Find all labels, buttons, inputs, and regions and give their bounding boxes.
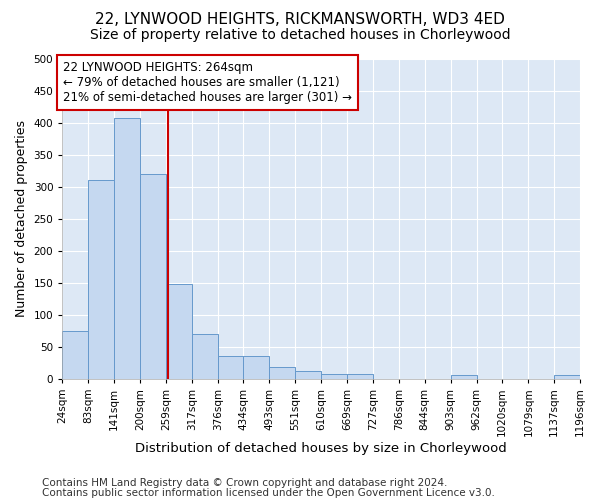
Bar: [347, 374, 373, 378]
Text: 22, LYNWOOD HEIGHTS, RICKMANSWORTH, WD3 4ED: 22, LYNWOOD HEIGHTS, RICKMANSWORTH, WD3 …: [95, 12, 505, 28]
Text: Size of property relative to detached houses in Chorleywood: Size of property relative to detached ho…: [89, 28, 511, 42]
Text: Contains public sector information licensed under the Open Government Licence v3: Contains public sector information licen…: [42, 488, 495, 498]
Bar: [218, 356, 244, 378]
Text: Contains HM Land Registry data © Crown copyright and database right 2024.: Contains HM Land Registry data © Crown c…: [42, 478, 448, 488]
Bar: [269, 367, 295, 378]
Text: 22 LYNWOOD HEIGHTS: 264sqm
← 79% of detached houses are smaller (1,121)
21% of s: 22 LYNWOOD HEIGHTS: 264sqm ← 79% of deta…: [63, 61, 352, 104]
Bar: [321, 374, 347, 378]
X-axis label: Distribution of detached houses by size in Chorleywood: Distribution of detached houses by size …: [135, 442, 507, 455]
Bar: [192, 334, 218, 378]
Bar: [114, 118, 140, 378]
Bar: [295, 371, 321, 378]
Bar: [554, 376, 580, 378]
Bar: [62, 330, 88, 378]
Bar: [451, 376, 476, 378]
Bar: [244, 356, 269, 378]
Bar: [166, 284, 192, 378]
Y-axis label: Number of detached properties: Number of detached properties: [15, 120, 28, 318]
Bar: [88, 180, 114, 378]
Bar: [140, 174, 166, 378]
